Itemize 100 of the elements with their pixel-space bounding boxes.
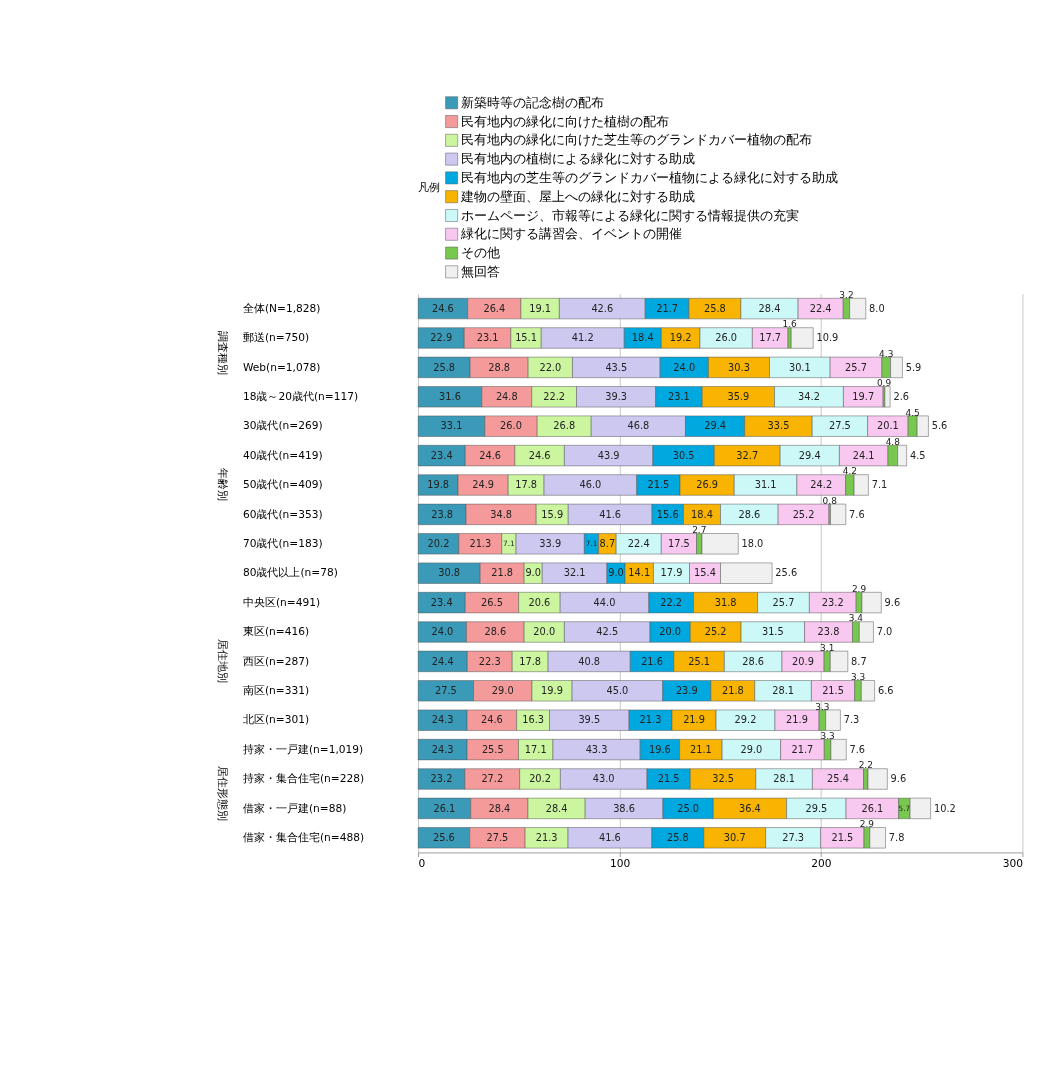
data-label: 17.7 xyxy=(759,332,782,344)
y-tick-label: 持家・集合住宅(n=228) xyxy=(242,772,365,786)
data-label: 5.9 xyxy=(905,361,922,373)
data-label: 24.6 xyxy=(432,302,454,314)
data-label: 29.0 xyxy=(740,743,763,755)
y-tick-label: 70歳代(n=183) xyxy=(242,537,323,551)
data-label: 4.5 xyxy=(905,407,920,418)
data-label: 21.3 xyxy=(535,832,558,844)
data-label: 7.0 xyxy=(876,626,893,638)
data-label: 26.8 xyxy=(553,420,576,432)
data-label: 41.6 xyxy=(599,508,622,520)
data-label: 8.0 xyxy=(869,302,885,314)
data-label: 25.7 xyxy=(845,361,867,373)
data-label: 43.5 xyxy=(605,361,628,373)
legend-label: 民有地内の緑化に向けた植樹の配布 xyxy=(461,113,670,129)
data-label: 25.7 xyxy=(772,596,795,608)
y-tick-label: 北区(n=301) xyxy=(242,713,310,727)
y-tick-label: 借家・集合住宅(n=488) xyxy=(242,831,365,845)
data-label: 32.5 xyxy=(712,773,734,785)
data-label: 7.6 xyxy=(849,743,866,755)
data-label: 33.5 xyxy=(767,420,790,432)
data-label: 41.6 xyxy=(599,832,621,844)
data-label: 3.3 xyxy=(815,701,830,712)
text: 調査種別 xyxy=(215,330,230,375)
data-label: 25.8 xyxy=(666,832,689,844)
data-label: 23.4 xyxy=(430,596,453,608)
data-label: 27.5 xyxy=(828,420,851,432)
data-label: 22.4 xyxy=(627,538,650,550)
data-label: 44.0 xyxy=(593,596,616,608)
data-label: 6.6 xyxy=(877,685,894,697)
data-label: 4.3 xyxy=(879,348,894,359)
data-label: 5.7 xyxy=(898,803,911,813)
data-label: 21.3 xyxy=(469,538,492,550)
data-label: 27.5 xyxy=(434,685,457,697)
data-label: 25.1 xyxy=(688,655,710,667)
data-label: 30.5 xyxy=(672,449,695,461)
data-label: 24.3 xyxy=(431,743,454,755)
legend-label: 民有地内の芝生等のグランドカバー植物による緑化に対する助成 xyxy=(461,169,839,185)
data-label: 21.5 xyxy=(657,773,680,785)
data-label: 17.9 xyxy=(660,567,683,579)
data-label: 21.5 xyxy=(831,832,854,844)
data-label: 25.5 xyxy=(481,743,504,755)
data-label: 31.8 xyxy=(714,596,737,608)
legend-label: 民有地内の緑化に向けた芝生等のグランドカバー植物の配布 xyxy=(461,132,813,148)
data-label: 2.2 xyxy=(858,760,873,771)
y-tick-label: 60歳代(n=353) xyxy=(242,507,323,521)
data-label: 10.9 xyxy=(816,332,839,344)
data-label: 24.8 xyxy=(495,391,518,403)
data-label: 8.7 xyxy=(599,538,616,550)
text: 年齢別 xyxy=(215,468,230,502)
data-label: 20.0 xyxy=(533,626,556,638)
data-label: 7.3 xyxy=(843,714,860,726)
data-label: 17.1 xyxy=(524,743,547,755)
data-label: 19.1 xyxy=(529,302,552,314)
data-label: 20.0 xyxy=(659,626,682,638)
data-label: 29.5 xyxy=(805,802,828,814)
data-label: 30.3 xyxy=(728,361,750,373)
data-label: 25.4 xyxy=(827,773,849,785)
data-label: 24.9 xyxy=(472,479,495,491)
data-label: 7.8 xyxy=(888,832,905,844)
legend-label: 建物の壁面、屋上への緑化に対する助成 xyxy=(460,188,696,204)
data-label: 25.8 xyxy=(433,361,456,373)
data-label: 28.6 xyxy=(484,626,507,638)
data-label: 15.9 xyxy=(541,508,564,520)
data-label: 22.2 xyxy=(543,391,566,403)
data-label: 28.1 xyxy=(773,773,796,785)
data-label: 20.1 xyxy=(876,420,899,432)
data-label: 10.2 xyxy=(933,802,956,814)
data-label: 22.4 xyxy=(809,302,832,314)
data-label: 24.0 xyxy=(673,361,696,373)
y-tick-label: Web(n=1,078) xyxy=(242,360,321,374)
y-tick-label: 持家・一戸建(n=1,019) xyxy=(242,742,364,756)
data-label: 24.6 xyxy=(479,449,501,461)
data-label: 23.8 xyxy=(817,626,840,638)
data-label: 29.2 xyxy=(734,714,757,726)
y-tick-label: 40歳代(n=419) xyxy=(242,448,323,462)
data-label: 21.7 xyxy=(656,302,678,314)
data-label: 21.5 xyxy=(822,685,844,697)
data-label: 32.7 xyxy=(736,449,759,461)
data-label: 31.5 xyxy=(761,626,784,638)
data-label: 30.1 xyxy=(788,361,811,373)
data-label: 25.6 xyxy=(775,567,798,579)
data-label: 23.9 xyxy=(675,685,698,697)
y-tick-label: 東区(n=416) xyxy=(242,625,310,639)
data-label: 21.7 xyxy=(791,743,814,755)
y-tick-label: 中央区(n=491) xyxy=(242,595,321,609)
data-label: 39.5 xyxy=(578,714,601,726)
y-tick-label: 18歳～20歳代(n=117) xyxy=(242,390,359,404)
data-label: 26.5 xyxy=(481,596,503,608)
data-label: 23.2 xyxy=(821,596,844,608)
data-label: 21.9 xyxy=(683,714,705,726)
data-label: 40.8 xyxy=(578,655,601,667)
data-label: 28.6 xyxy=(738,508,761,520)
data-label: 43.9 xyxy=(597,449,620,461)
data-label: 28.4 xyxy=(488,802,511,814)
data-label: 4.2 xyxy=(842,466,857,477)
legend-label: 無回答 xyxy=(461,263,501,279)
data-label: 24.6 xyxy=(528,449,551,461)
data-label: 21.9 xyxy=(786,714,808,726)
data-label: 33.1 xyxy=(440,420,463,432)
